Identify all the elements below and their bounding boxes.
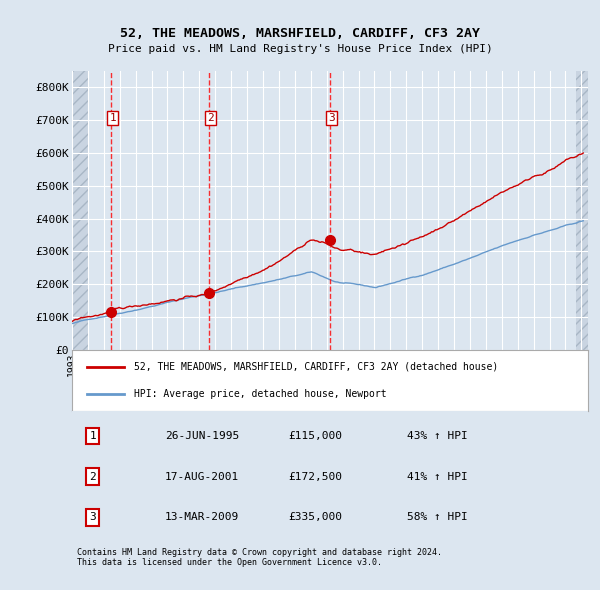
Bar	[72, 71, 88, 350]
Text: 52, THE MEADOWS, MARSHFIELD, CARDIFF, CF3 2AY (detached house): 52, THE MEADOWS, MARSHFIELD, CARDIFF, CF…	[134, 362, 498, 372]
Bar	[576, 71, 588, 350]
Text: £115,000: £115,000	[289, 431, 343, 441]
Text: £335,000: £335,000	[289, 512, 343, 522]
Text: Price paid vs. HM Land Registry's House Price Index (HPI): Price paid vs. HM Land Registry's House …	[107, 44, 493, 54]
Text: 1: 1	[109, 113, 116, 123]
Text: 2: 2	[89, 472, 96, 481]
Bar	[576, 71, 588, 350]
Text: 41% ↑ HPI: 41% ↑ HPI	[407, 472, 468, 481]
Bar	[72, 71, 88, 350]
Text: £172,500: £172,500	[289, 472, 343, 481]
Text: 3: 3	[89, 512, 96, 522]
Text: 13-MAR-2009: 13-MAR-2009	[165, 512, 239, 522]
Text: 52, THE MEADOWS, MARSHFIELD, CARDIFF, CF3 2AY: 52, THE MEADOWS, MARSHFIELD, CARDIFF, CF…	[120, 27, 480, 40]
Text: HPI: Average price, detached house, Newport: HPI: Average price, detached house, Newp…	[134, 389, 386, 399]
Text: 1: 1	[89, 431, 96, 441]
Text: Contains HM Land Registry data © Crown copyright and database right 2024.
This d: Contains HM Land Registry data © Crown c…	[77, 548, 442, 567]
Text: 2: 2	[207, 113, 214, 123]
Text: 26-JUN-1995: 26-JUN-1995	[165, 431, 239, 441]
Text: 17-AUG-2001: 17-AUG-2001	[165, 472, 239, 481]
Text: 58% ↑ HPI: 58% ↑ HPI	[407, 512, 468, 522]
Text: 43% ↑ HPI: 43% ↑ HPI	[407, 431, 468, 441]
Text: 3: 3	[328, 113, 335, 123]
